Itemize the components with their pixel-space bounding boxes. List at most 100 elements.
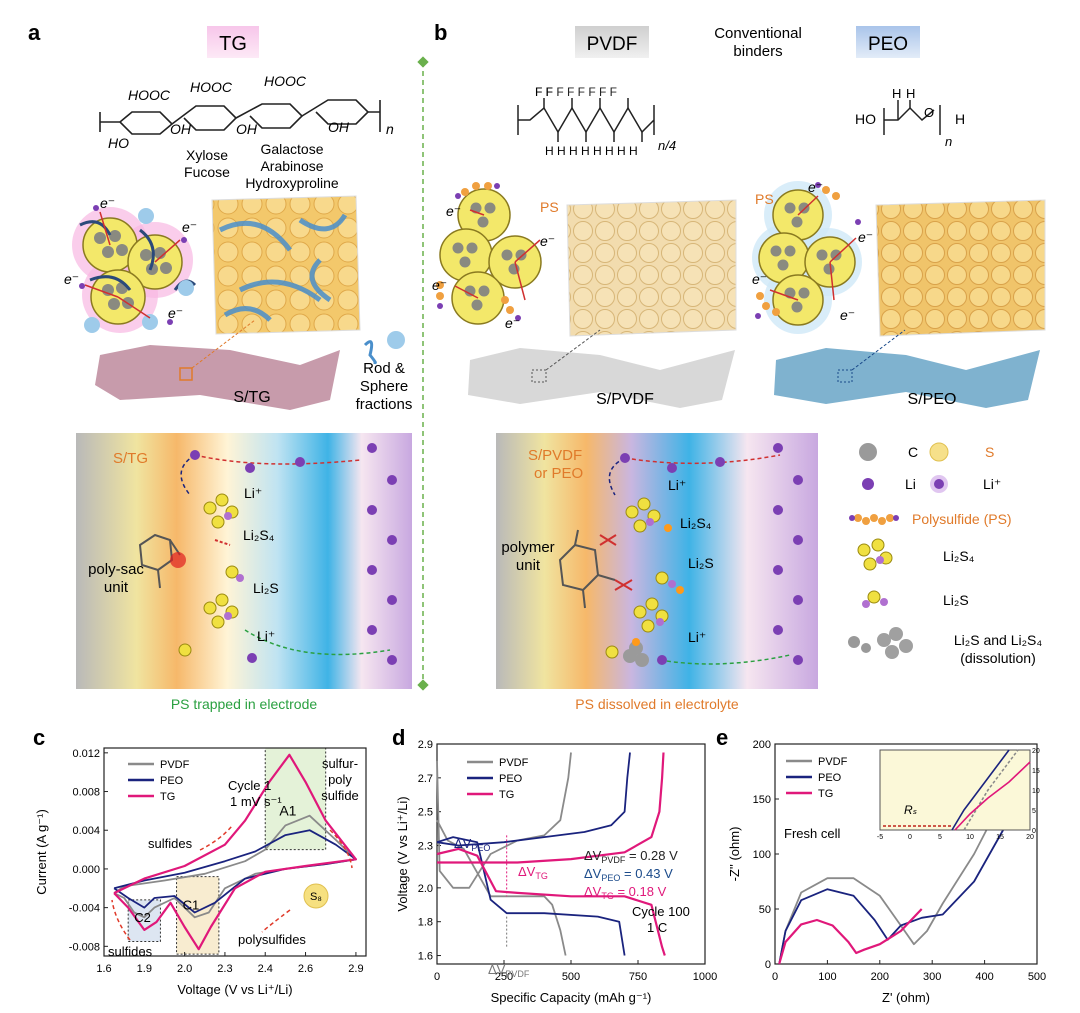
s-peo-zoom-box bbox=[837, 369, 853, 383]
chem-group-oh-3: OH bbox=[328, 119, 350, 135]
arrow-sulfur-down bbox=[329, 829, 353, 869]
s-pvdf-electrode-sheet bbox=[468, 348, 735, 408]
pvdf-peo-mechanism-box bbox=[496, 433, 818, 689]
s-pvdf-zoom-line bbox=[545, 329, 601, 371]
inset-series-pvdf bbox=[963, 749, 1019, 831]
chem-group-ho: HO bbox=[108, 135, 129, 151]
sphere-icon bbox=[387, 331, 405, 349]
polymer-unit-label-2: unit bbox=[516, 557, 541, 574]
peo-title: PEO bbox=[868, 34, 908, 55]
legend-li2s: Li₂S bbox=[943, 592, 969, 608]
y-tick-label: 2.5 bbox=[418, 807, 433, 819]
svg-text:F F F F F F F F: F F F F F F F F bbox=[535, 85, 617, 99]
sugar-fucose: Fucose bbox=[184, 164, 230, 180]
x-tick-label: 2.0 bbox=[177, 963, 192, 975]
tg-mech-title: S/TG bbox=[113, 450, 148, 467]
x-tick-label: 2.4 bbox=[258, 963, 273, 975]
poly-sac-label-2: unit bbox=[104, 579, 129, 596]
polymer-unit-label-1: polymer bbox=[501, 539, 554, 556]
s-peo-electrode-sheet bbox=[774, 348, 1040, 408]
electron-label-a1: e⁻ bbox=[100, 195, 115, 211]
legend-label-tg: TG bbox=[818, 788, 833, 800]
y-axis-label: Voltage (V vs Li⁺/Li) bbox=[395, 796, 410, 911]
rod-icon bbox=[363, 340, 377, 365]
inset-series-peo bbox=[951, 749, 1010, 831]
x-axis-label: Z' (ohm) bbox=[882, 990, 930, 1005]
peak-c1-label: C1 bbox=[183, 898, 200, 913]
x-tick-label: 1000 bbox=[693, 971, 717, 983]
tg-title: TG bbox=[219, 33, 247, 55]
x-tick-label: 0 bbox=[434, 971, 440, 983]
pvdf-mech-li2s: Li₂S bbox=[688, 555, 714, 571]
electron-label-b1: e⁻ bbox=[446, 203, 461, 219]
cv-cycle-label-2: 1 mV s⁻¹ bbox=[230, 794, 282, 809]
tg-mechanism-box bbox=[76, 433, 412, 689]
poly-sac-label-1: poly-sac bbox=[88, 561, 144, 578]
sulfides-bottom-label: sulfides bbox=[108, 944, 153, 959]
legend-label-peo: PEO bbox=[160, 775, 184, 787]
y-tick-label: 0.012 bbox=[72, 748, 100, 760]
tg-mech-li2s: Li₂S bbox=[253, 580, 279, 596]
s-peo-zoom-line bbox=[851, 329, 906, 371]
dv-tg-label: ΔVTG bbox=[518, 864, 548, 881]
chem-group-hooc-2: HOOC bbox=[190, 79, 233, 95]
pvdf-subscript: n/4 bbox=[658, 138, 676, 153]
x-tick-label: 1.6 bbox=[96, 963, 111, 975]
rate-label: 1 C bbox=[647, 920, 667, 935]
panel-c-label: c bbox=[33, 725, 45, 750]
cv-chart: 1.6 1.9 2.0 2.3 2.4 2.6 2.9 0.012 0.008 0.004 0.00… bbox=[34, 747, 367, 997]
electron-label-a4: e⁻ bbox=[168, 305, 183, 321]
rod-sphere-line1: Rod & bbox=[363, 360, 405, 377]
chem-group-oh-2: OH bbox=[236, 121, 258, 137]
dv-value-0: ΔVPVDF = 0.28 V bbox=[584, 848, 678, 865]
electron-label-b2: e⁻ bbox=[540, 233, 555, 249]
sulfur-polysulfide-label: sulfur- bbox=[322, 756, 358, 771]
species-legend bbox=[848, 442, 949, 659]
binders-text: binders bbox=[733, 43, 782, 60]
legend-li-plus: Li⁺ bbox=[983, 476, 1001, 492]
legend-li: Li bbox=[905, 476, 916, 492]
rod-sphere-line2: Sphere bbox=[360, 378, 408, 395]
peo-ps-label: PS bbox=[755, 191, 774, 207]
legend-label-peo: PEO bbox=[818, 772, 842, 784]
dv-value-1: ΔVPEO = 0.43 V bbox=[584, 866, 673, 883]
cv-cycle-label-1: Cycle 1 bbox=[228, 778, 271, 793]
chem-group-oh-1: OH bbox=[170, 121, 192, 137]
arrow-sulfides-up bbox=[199, 825, 233, 851]
x-tick-label: 750 bbox=[629, 971, 647, 983]
inset-x-tick: 5 bbox=[938, 834, 942, 841]
arrow-sulfides-down bbox=[111, 899, 131, 941]
chem-subscript-n: n bbox=[386, 121, 394, 137]
inset-y-tick: 10 bbox=[1032, 788, 1040, 795]
x-tick-label: 0 bbox=[772, 971, 778, 983]
legend-s: S bbox=[985, 444, 994, 460]
electron-label-a2: e⁻ bbox=[182, 219, 197, 235]
dv-value-2: ΔVTG = 0.18 V bbox=[584, 884, 667, 901]
inset-x-tick: 15 bbox=[996, 834, 1004, 841]
tg-mech-li-plus-1: Li⁺ bbox=[244, 485, 262, 501]
tg-mech-li2s4: Li₂S₄ bbox=[243, 527, 275, 543]
pvdf-peo-mech-title-1: S/PVDF bbox=[528, 447, 582, 464]
s-tg-zoom-box bbox=[179, 367, 193, 381]
y-tick-label: 50 bbox=[759, 904, 771, 916]
tg-mech-li-plus-2: Li⁺ bbox=[257, 628, 275, 644]
pvdf-atoms-top: F F bbox=[535, 85, 553, 99]
pvdf-title-box bbox=[575, 26, 649, 58]
peo-o: O bbox=[924, 105, 934, 120]
tg-chemical-structure bbox=[99, 99, 381, 135]
x-axis-label: Specific Capacity (mAh g⁻¹) bbox=[491, 990, 652, 1005]
inset-x-tick: -5 bbox=[877, 834, 883, 841]
y-tick-label: 2.7 bbox=[418, 773, 433, 785]
x-axis-label: Voltage (V vs Li⁺/Li) bbox=[177, 982, 292, 997]
series-line-pvdf bbox=[778, 787, 1009, 965]
y-tick-label: 2.9 bbox=[418, 739, 433, 751]
charge-discharge-chart: 0 250 500 750 1000 2.9 2.7 2.5 2.3 2.0 1.8 1.6 Speci… bbox=[395, 739, 717, 1005]
tg-particle-cluster bbox=[72, 205, 197, 333]
y-tick-label: 100 bbox=[753, 849, 771, 861]
pvdf-mech-li2s4: Li₂S₄ bbox=[680, 515, 712, 531]
pvdf-mech-li-plus-2: Li⁺ bbox=[688, 629, 706, 645]
x-tick-label: 100 bbox=[818, 971, 836, 983]
series-line-pvdf bbox=[436, 752, 572, 956]
x-tick-label: 2.3 bbox=[217, 963, 232, 975]
